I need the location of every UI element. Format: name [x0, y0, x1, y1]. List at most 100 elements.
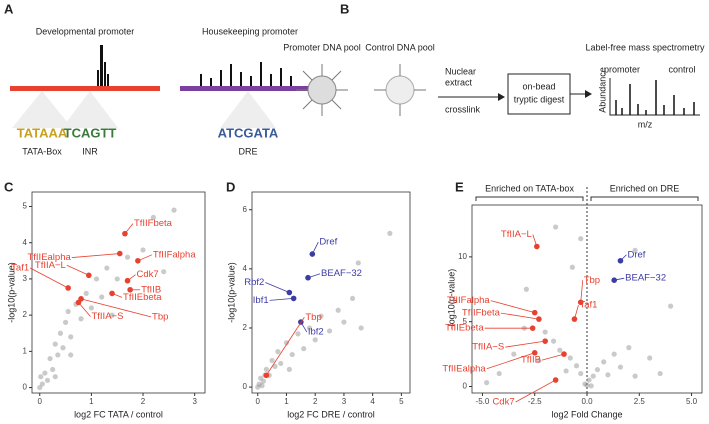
diagram-text: Developmental promoter [36, 26, 135, 36]
data-point [632, 247, 638, 253]
data-point [578, 236, 584, 242]
label-leader [71, 253, 120, 258]
bracket [590, 196, 699, 201]
point-label: TfIIA−L [35, 260, 66, 271]
data-point [37, 384, 43, 391]
data-point [647, 355, 653, 361]
annotation: Enriched on DRE [610, 183, 680, 193]
data-point [255, 384, 261, 390]
highlight-point [542, 338, 548, 344]
point-label: TfIIFbeta [134, 218, 173, 229]
data-point [295, 331, 301, 337]
diagram-text: DRE [238, 146, 257, 156]
point-label: TfIIEalpha [442, 363, 486, 374]
data-point [632, 373, 638, 379]
label-leader [265, 282, 290, 293]
y-tick-label: 0 [463, 382, 468, 391]
zoom-cone [62, 91, 118, 128]
data-point [349, 295, 356, 302]
data-point [550, 338, 557, 344]
data-point [496, 370, 502, 377]
highlight-point [561, 351, 567, 357]
point-label: TfIIB [521, 355, 541, 366]
data-point [358, 325, 364, 331]
label-leader [78, 302, 91, 317]
motif-logo: TCAGTT [64, 125, 117, 140]
diagram-text: INR [82, 146, 98, 156]
y-tick-label: 4 [243, 264, 248, 273]
data-point [83, 290, 89, 297]
label-leader [580, 280, 584, 303]
highlight-point [75, 299, 82, 306]
data-point [511, 351, 517, 357]
motif-logo: TATAAA [17, 125, 68, 140]
highlight-point [86, 272, 92, 279]
data-point [259, 383, 265, 389]
data-point [668, 303, 674, 309]
data-point [65, 308, 71, 315]
data-point [542, 329, 548, 335]
highlight-point [116, 250, 123, 257]
data-point [50, 366, 56, 373]
x-tick-label: 4 [370, 397, 375, 406]
plot-area [251, 191, 411, 394]
x-tick-label: 2 [141, 397, 146, 406]
data-point [52, 341, 58, 347]
point-label: TfIIFalpha [153, 249, 196, 260]
data-point [584, 382, 590, 388]
point-label: Tbp [305, 312, 321, 323]
diagram-text: m/z [638, 119, 653, 129]
data-point [269, 357, 275, 364]
highlight-point [552, 377, 559, 383]
point-label: Tbp [152, 311, 168, 322]
data-point [563, 368, 569, 374]
data-point [611, 351, 617, 357]
y-axis-label: -log10(p-value) [226, 262, 236, 323]
data-point [278, 360, 284, 367]
highlight-point [571, 316, 578, 322]
ms-axes [609, 78, 700, 116]
diagram-text: promoter [604, 64, 640, 74]
point-label: TfIIEbeta [123, 292, 162, 303]
data-point [42, 370, 48, 376]
highlight-point [127, 286, 133, 293]
data-point [109, 312, 115, 318]
diagram-text: Control DNA pool [365, 42, 435, 52]
point-label: Cdk7 [137, 269, 159, 280]
highlight-point [124, 277, 131, 284]
data-point [289, 351, 295, 358]
data-point [258, 375, 264, 381]
data-point [341, 319, 347, 325]
panel-a: Developmental promoter Housekeeping prom… [10, 26, 320, 156]
panel-label: D [226, 179, 235, 194]
data-point [140, 247, 146, 253]
arrow-head [585, 90, 592, 98]
panel-label: B [340, 1, 349, 16]
data-point [387, 230, 393, 236]
x-tick-label: 2 [313, 397, 318, 406]
x-tick-label: -5.0 [476, 397, 490, 406]
bead [307, 75, 337, 105]
diagram-text: crosslink [445, 104, 481, 114]
diagram-text: Housekeeping promoter [202, 26, 298, 36]
diagram-text: extract [445, 77, 473, 87]
data-point [47, 355, 53, 362]
y-axis-label: -log10(p-value) [6, 262, 16, 323]
y-tick-label: 2 [243, 323, 248, 332]
point-label: TfIIA−S [472, 342, 504, 353]
data-point [536, 357, 542, 364]
diagram-text: Promoter DNA pool [283, 42, 361, 52]
highlight-point [65, 285, 71, 291]
data-point [557, 347, 563, 353]
data-point [523, 286, 529, 292]
point-label: Tbp [584, 275, 600, 286]
label-leader [500, 312, 539, 320]
annotation: Enriched on TATA-box [485, 183, 574, 193]
highlight-point [263, 372, 270, 379]
data-point [171, 207, 177, 213]
data-point [553, 224, 559, 230]
data-point [283, 340, 290, 346]
data-point [301, 346, 307, 352]
data-point [114, 276, 120, 282]
